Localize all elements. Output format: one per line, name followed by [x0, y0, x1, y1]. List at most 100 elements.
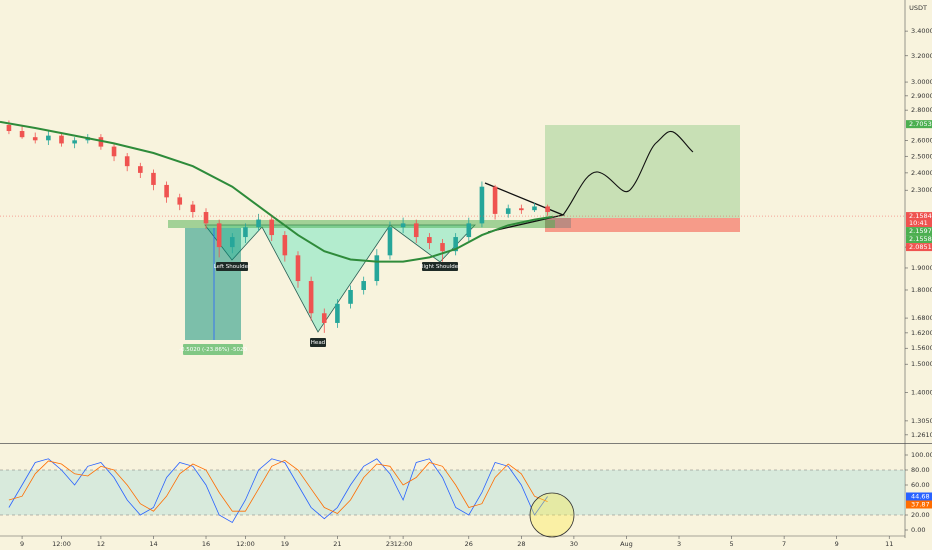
candle-body: [216, 223, 222, 248]
x-tick-label: 3: [677, 540, 681, 548]
neckline-zone: [168, 220, 555, 228]
x-tick-label: 30: [570, 540, 578, 548]
price-label: 2.1558: [909, 235, 932, 243]
x-tick-label: 23: [386, 540, 394, 548]
head-label: Head: [311, 340, 325, 346]
candle-body: [466, 223, 472, 238]
oscillator-line: [8, 458, 548, 524]
candle-body: [348, 289, 353, 304]
left-shoulder-label: Left Shoulder: [214, 264, 251, 270]
y-tick-label: 2.4000: [911, 169, 932, 177]
candle-body: [532, 206, 537, 211]
y-tick-label: 1.8000: [911, 286, 932, 294]
drawings: -0.5020 (-23.86%) -5020 Left Shoulder He…: [168, 125, 740, 355]
candle-body: [46, 135, 51, 141]
price-label-box: [906, 235, 932, 244]
x-tick-label: 28: [517, 540, 525, 548]
y-tick-label: 2.8000: [911, 106, 932, 114]
x-tick-label: Aug: [620, 540, 633, 548]
candle-body: [361, 281, 366, 290]
highlight-circle: [529, 492, 575, 538]
y-tick-label: 3.0000: [911, 78, 932, 86]
price-label: 2.0851: [909, 243, 932, 251]
y-tick-label: 1.5600: [911, 344, 932, 352]
data-layer: 3.4000 3.2000 3.0000 2.9000 2.8000 2.6000 2.50…: [0, 27, 932, 548]
y-tick-label: 2.9000: [911, 92, 932, 100]
measure-label: -0.5020 (-23.86%) -5020: [179, 347, 247, 353]
y-tick-label: 3.2000: [911, 52, 932, 60]
candle-body: [413, 223, 419, 238]
candle-body: [243, 227, 248, 238]
value-label: 37.87: [911, 500, 930, 508]
price-label-box: [906, 227, 932, 236]
y-tick-label: 20.00: [911, 511, 930, 519]
candle-body: [295, 255, 301, 282]
candle-body: [32, 137, 38, 141]
y-tick-label: 3.4000: [911, 27, 932, 35]
candle-body: [519, 208, 524, 211]
oscillator-line: [8, 459, 548, 514]
candle-body: [453, 237, 458, 252]
price-label-box: [906, 120, 932, 129]
y-tick-label: 100.00: [911, 451, 932, 459]
y-tick-label: 2.6000: [911, 136, 932, 144]
candle-body: [59, 135, 64, 144]
moving-average: [0, 120, 554, 263]
candle-body: [151, 172, 156, 185]
candle-body: [19, 131, 25, 138]
candle-body: [440, 243, 445, 252]
candle-body: [374, 255, 380, 282]
y-tick-label: 1.2610: [911, 431, 932, 439]
entry-zone: [545, 218, 571, 228]
y-tick-label: 2.3000: [911, 186, 932, 194]
price-label: 2.1584: [909, 212, 932, 220]
x-tick-label: 19: [281, 540, 289, 548]
x-tick-label: 12:00: [394, 540, 413, 548]
x-tick-label: 5: [729, 540, 733, 548]
projection: [562, 130, 694, 216]
x-tick-label: 12:00: [236, 540, 255, 548]
price-label: 2.1597: [909, 227, 932, 235]
candle-body: [492, 186, 498, 214]
candle-body: [282, 235, 288, 256]
candle-body: [479, 186, 485, 224]
candle-body: [164, 184, 169, 198]
candle-body: [229, 237, 235, 248]
candle-body: [124, 156, 130, 167]
price-countdown: 10:41: [909, 219, 928, 227]
oscillator-band: [0, 470, 905, 515]
y-tick-label: 80.00: [911, 466, 930, 474]
y-tick-label: 1.3050: [911, 417, 932, 425]
measure-label-box: [183, 344, 243, 355]
y-tick-label: 1.6800: [911, 314, 932, 322]
x-tick-label: 9: [835, 540, 839, 548]
x-tick-label: 12:00: [52, 540, 71, 548]
y-tick-label: 60.00: [911, 481, 930, 489]
stop-zone: [545, 218, 740, 232]
x-tick-label: 9: [20, 540, 24, 548]
target-zone: [545, 125, 740, 218]
y-tick-label: 2.5000: [911, 152, 932, 160]
x-tick-label: 16: [202, 540, 210, 548]
candle-body: [321, 313, 327, 323]
candle-body: [505, 208, 511, 214]
y-tick-label: 1.5000: [911, 360, 932, 368]
x-tick-label: 7: [782, 540, 786, 548]
right-shoulder-label: Right Shoulder: [420, 264, 461, 270]
candle-body: [256, 219, 261, 228]
y-tick-label: 0.00: [911, 526, 925, 534]
x-tick-label: 21: [333, 540, 341, 548]
left-shoulder-box: [216, 262, 248, 271]
candle-body: [72, 140, 77, 144]
candle-body: [98, 137, 104, 147]
candle-body: [177, 197, 183, 205]
candle-body: [400, 223, 406, 228]
candle-body: [203, 212, 209, 224]
value-label: 44.68: [911, 492, 930, 500]
price-label-box: [906, 243, 932, 252]
candle-body: [269, 219, 275, 236]
